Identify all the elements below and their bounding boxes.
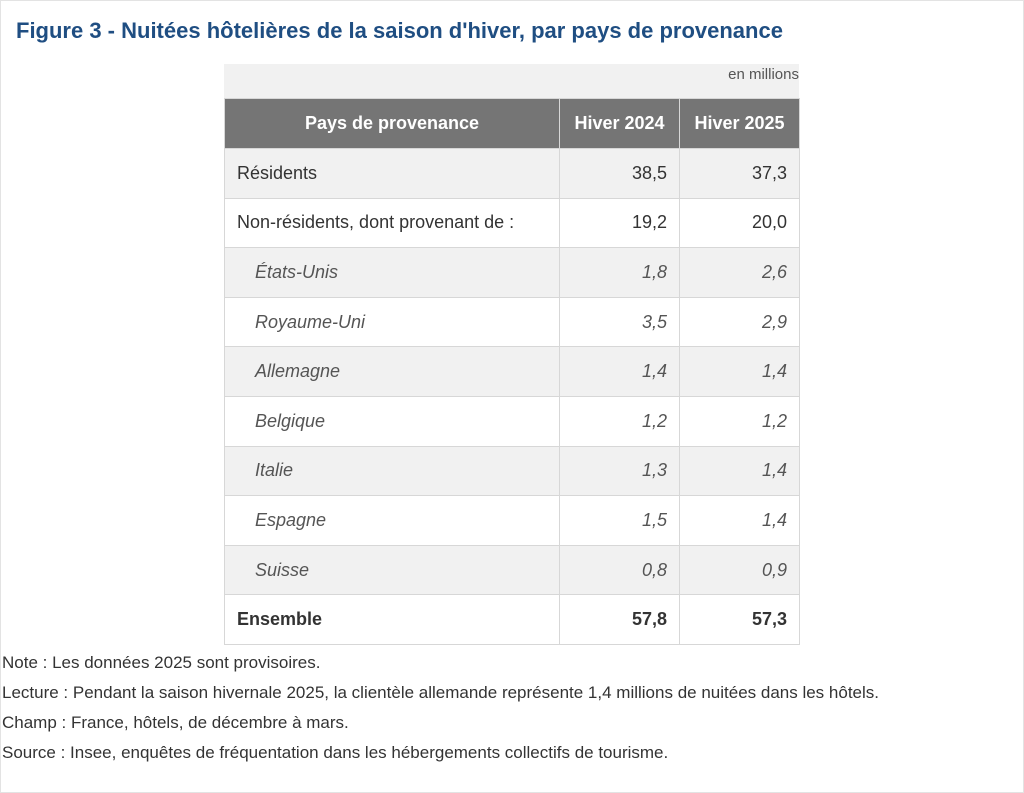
table-row: Italie 1,3 1,4 — [224, 445, 800, 497]
value-2024: 1,5 — [559, 495, 680, 546]
data-table: Pays de provenance Hiver 2024 Hiver 2025… — [224, 98, 800, 645]
value-2024: 19,2 — [559, 197, 680, 249]
champ-text: Champ : France, hôtels, de décembre à ma… — [2, 713, 349, 732]
table-container: en millions Pays de provenance Hiver 202… — [224, 64, 800, 645]
value-2025: 57,3 — [679, 594, 800, 645]
value-2025: 0,9 — [679, 544, 800, 596]
header-country: Pays de provenance — [224, 98, 560, 149]
table-row: Allemagne 1,4 1,4 — [224, 346, 800, 397]
figure-title: Figure 3 - Nuitées hôtelières de la sais… — [16, 18, 783, 43]
note-text: Note : Les données 2025 sont provisoires… — [2, 653, 321, 672]
row-label: États-Unis — [224, 247, 560, 298]
value-2025: 1,4 — [679, 445, 800, 497]
value-2024: 1,2 — [559, 395, 680, 447]
row-label: Suisse — [224, 544, 560, 596]
table-row: Suisse 0,8 0,9 — [224, 544, 800, 596]
table-row: Non-résidents, dont provenant de : 19,2 … — [224, 197, 800, 249]
table-row-total: Ensemble 57,8 57,3 — [224, 594, 800, 645]
row-label: Résidents — [224, 148, 560, 199]
value-2024: 1,8 — [559, 247, 680, 298]
value-2025: 2,9 — [679, 296, 800, 348]
table-row: Espagne 1,5 1,4 — [224, 495, 800, 546]
value-2024: 3,5 — [559, 296, 680, 348]
row-label: Royaume-Uni — [224, 296, 560, 348]
header-winter-2025: Hiver 2025 — [679, 98, 800, 149]
table-row: Résidents 38,5 37,3 — [224, 148, 800, 199]
unit-label: en millions — [224, 64, 799, 98]
table-header-row: Pays de provenance Hiver 2024 Hiver 2025 — [224, 98, 800, 149]
value-2025: 1,4 — [679, 495, 800, 546]
value-2025: 2,6 — [679, 247, 800, 298]
figure-notes: Note : Les données 2025 sont provisoires… — [2, 652, 1012, 772]
table-row: Royaume-Uni 3,5 2,9 — [224, 296, 800, 348]
value-2024: 38,5 — [559, 148, 680, 199]
value-2024: 0,8 — [559, 544, 680, 596]
row-label: Italie — [224, 445, 560, 497]
value-2024: 57,8 — [559, 594, 680, 645]
lecture-text: Lecture : Pendant la saison hivernale 20… — [2, 683, 879, 702]
value-2024: 1,3 — [559, 445, 680, 497]
header-winter-2024: Hiver 2024 — [559, 98, 680, 149]
value-2024: 1,4 — [559, 346, 680, 397]
value-2025: 20,0 — [679, 197, 800, 249]
source-text: Source : Insee, enquêtes de fréquentatio… — [2, 743, 669, 762]
value-2025: 37,3 — [679, 148, 800, 199]
row-label: Espagne — [224, 495, 560, 546]
row-label: Ensemble — [224, 594, 560, 645]
table-row: États-Unis 1,8 2,6 — [224, 247, 800, 298]
value-2025: 1,2 — [679, 395, 800, 447]
value-2025: 1,4 — [679, 346, 800, 397]
table-row: Belgique 1,2 1,2 — [224, 395, 800, 447]
row-label: Non-résidents, dont provenant de : — [224, 197, 560, 249]
row-label: Belgique — [224, 395, 560, 447]
row-label: Allemagne — [224, 346, 560, 397]
